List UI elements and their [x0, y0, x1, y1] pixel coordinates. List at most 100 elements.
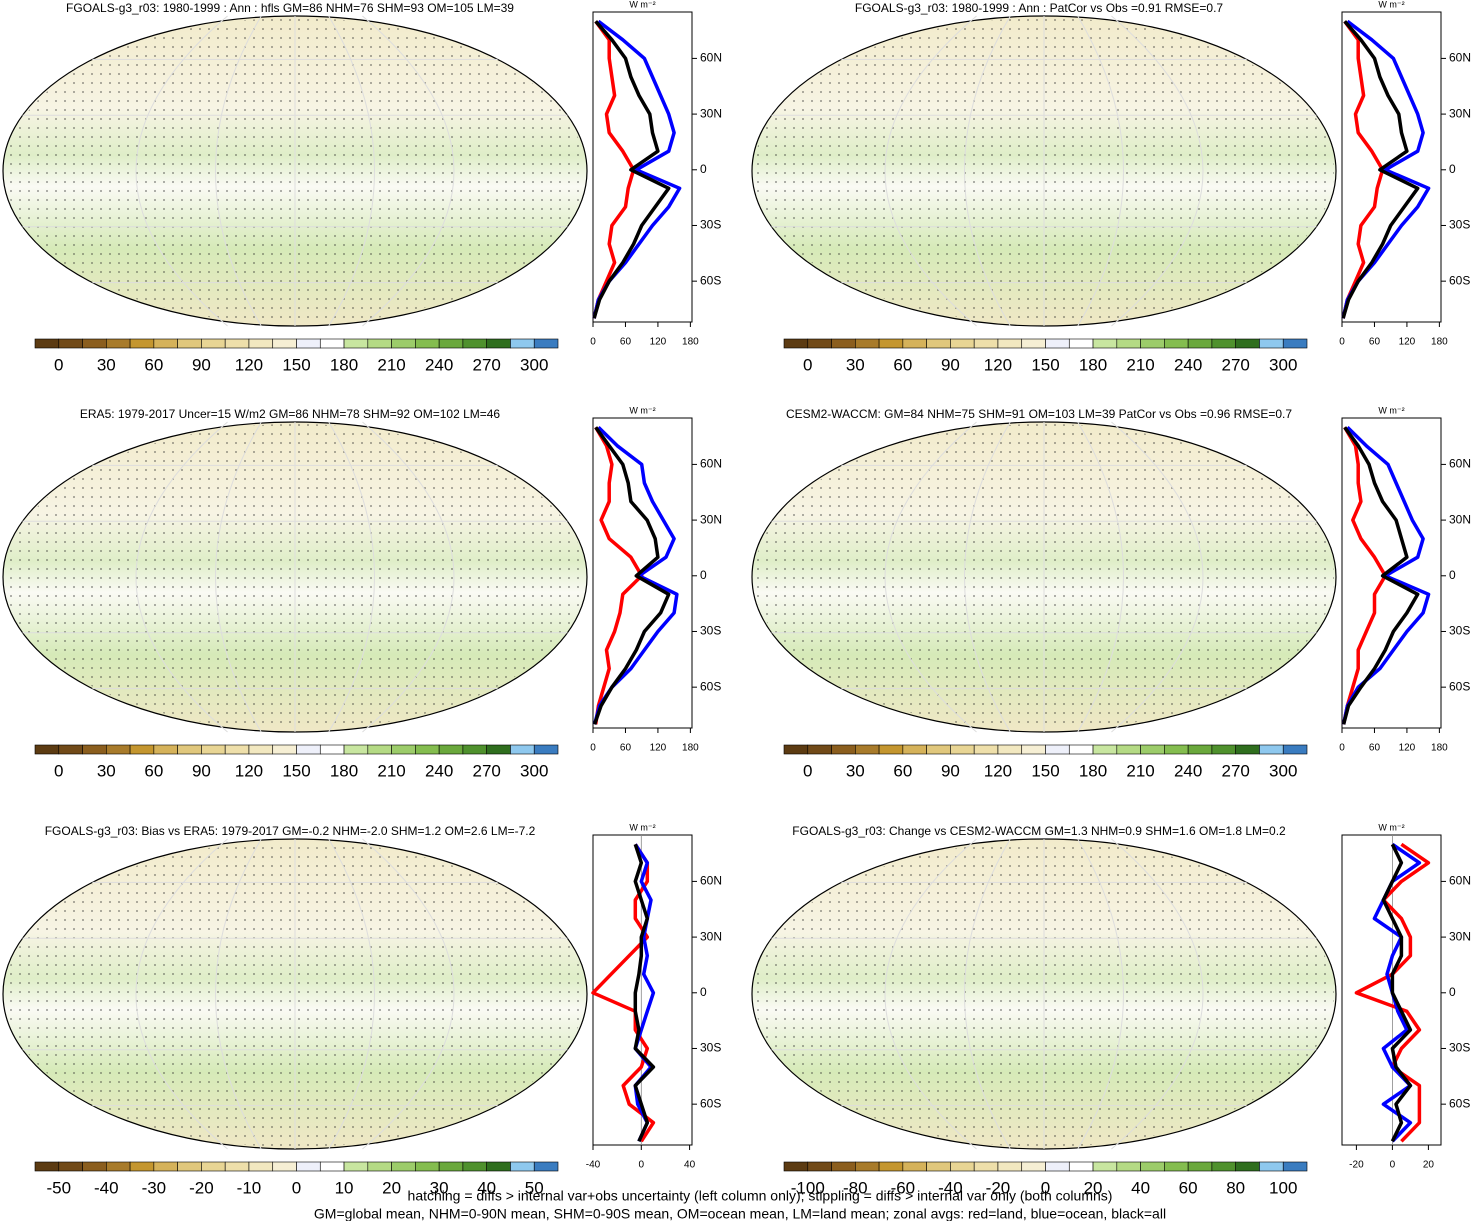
y-tick-label: 30S: [1449, 624, 1470, 638]
colorbar-box: [296, 1161, 321, 1172]
colorbar-box: [319, 744, 345, 755]
graticule: [884, 421, 977, 733]
colorbar-label: 210: [1126, 761, 1154, 780]
y-tick-label: 30N: [700, 512, 722, 526]
colorbar-box: [272, 1161, 297, 1172]
colorbar-box: [1187, 338, 1213, 349]
colorbar-box: [34, 744, 60, 755]
colorbar-label: 210: [377, 355, 405, 374]
colorbar-box: [367, 338, 392, 349]
x-tick-label: 0: [1390, 1160, 1396, 1171]
colorbar-box: [1021, 744, 1046, 755]
colorbar-label: 240: [1174, 355, 1202, 374]
colorbar-box: [106, 1161, 131, 1172]
colorbar-box: [391, 744, 416, 755]
y-tick-label: 30S: [700, 624, 721, 638]
graticule: [215, 421, 262, 733]
colorbar-box: [855, 338, 880, 349]
colorbar-box: [106, 744, 131, 755]
colorbar-label: 120: [984, 355, 1012, 374]
colorbar-box: [248, 744, 274, 755]
x-tick-label: -40: [586, 1160, 601, 1171]
colorbar-box: [533, 1161, 559, 1172]
colorbar-label: 90: [192, 761, 211, 780]
zonal-line: [1381, 843, 1413, 1143]
colorbar-box: [224, 744, 250, 755]
colorbar-box: [415, 744, 440, 755]
graticule: [1077, 421, 1124, 733]
x-tick-label: 180: [682, 743, 699, 754]
colorbar-box: [1164, 744, 1189, 755]
colorbar-label: -20: [189, 1178, 214, 1197]
x-tick-label: 120: [1399, 743, 1416, 754]
x-tick-label: 180: [1431, 743, 1448, 754]
colorbar-box: [82, 1161, 107, 1172]
colorbar-label: 300: [1269, 761, 1297, 780]
colorbar-label: -60: [891, 1178, 916, 1197]
colorbar-box: [1211, 744, 1236, 755]
colorbar-label: 120: [235, 761, 263, 780]
colorbar-box: [902, 744, 927, 755]
graticule: [135, 15, 228, 327]
panel-title: FGOALS-g3_r03: 1980-1999 : Ann : PatCor …: [855, 1, 1224, 15]
colorbar-label: -40: [938, 1178, 963, 1197]
graticule: [1111, 421, 1204, 733]
y-tick-label: 60N: [700, 874, 722, 888]
colorbar-label: -40: [94, 1178, 119, 1197]
panel-title: ERA5: 1979-2017 Uncer=15 W/m2 GM=86 NHM=…: [80, 407, 501, 421]
y-tick-label: 60N: [700, 51, 722, 65]
colorbar-label: 150: [282, 355, 310, 374]
colorbar-box: [926, 744, 951, 755]
colorbar-label: 30: [97, 761, 116, 780]
colorbar-label: 60: [144, 761, 163, 780]
footer-line: hatching = diffs > internal var+obs unce…: [408, 1188, 1113, 1204]
colorbar-label: -10: [237, 1178, 262, 1197]
colorbar-label: 180: [1079, 761, 1107, 780]
unit-label: W m⁻²: [1378, 822, 1404, 832]
colorbar-label: 270: [1221, 761, 1249, 780]
y-tick-label: 0: [1449, 985, 1456, 999]
colorbar-box: [415, 338, 440, 349]
colorbar-label: 60: [1179, 1178, 1198, 1197]
colorbar-box: [177, 338, 202, 349]
colorbar-box: [902, 338, 927, 349]
colorbar-label: 90: [941, 355, 960, 374]
colorbar-box: [1140, 338, 1165, 349]
x-tick-label: 180: [1431, 337, 1448, 348]
x-tick-label: 0: [1339, 743, 1345, 754]
y-tick-label: 0: [700, 162, 707, 176]
colorbar-box: [82, 744, 107, 755]
colorbar-label: 30: [846, 355, 865, 374]
y-tick-label: 60S: [700, 1096, 721, 1110]
colorbar-label: -80: [843, 1178, 868, 1197]
colorbar-box: [438, 744, 464, 755]
colorbar-box: [973, 744, 999, 755]
colorbar-label: 270: [472, 355, 500, 374]
footer-line: GM=global mean, NHM=0-90N mean, SHM=0-90…: [314, 1206, 1166, 1221]
colorbar-box: [878, 1161, 904, 1172]
graticule: [1111, 15, 1204, 327]
colorbar-box: [201, 1161, 226, 1172]
colorbar-box: [807, 744, 832, 755]
colorbar-box: [783, 338, 809, 349]
colorbar-box: [807, 1161, 832, 1172]
y-tick-label: 30S: [700, 1041, 721, 1055]
colorbar-box: [855, 1161, 880, 1172]
colorbar-box: [1187, 1161, 1213, 1172]
colorbar-label: 240: [425, 355, 453, 374]
y-tick-label: 30S: [700, 218, 721, 232]
colorbar-box: [878, 744, 904, 755]
colorbar-box: [438, 338, 464, 349]
y-tick-label: 30S: [1449, 218, 1470, 232]
unit-label: W m⁻²: [629, 0, 655, 9]
colorbar-box: [1021, 1161, 1046, 1172]
colorbar-box: [950, 1161, 975, 1172]
graticule: [884, 838, 977, 1150]
colorbar-box: [831, 744, 856, 755]
colorbar-box: [1282, 744, 1308, 755]
zonal-line: [1341, 20, 1420, 319]
graticule: [964, 838, 1011, 1150]
colorbar-label: -50: [46, 1178, 71, 1197]
colorbar-label: -20: [986, 1178, 1011, 1197]
colorbar-box: [272, 338, 297, 349]
